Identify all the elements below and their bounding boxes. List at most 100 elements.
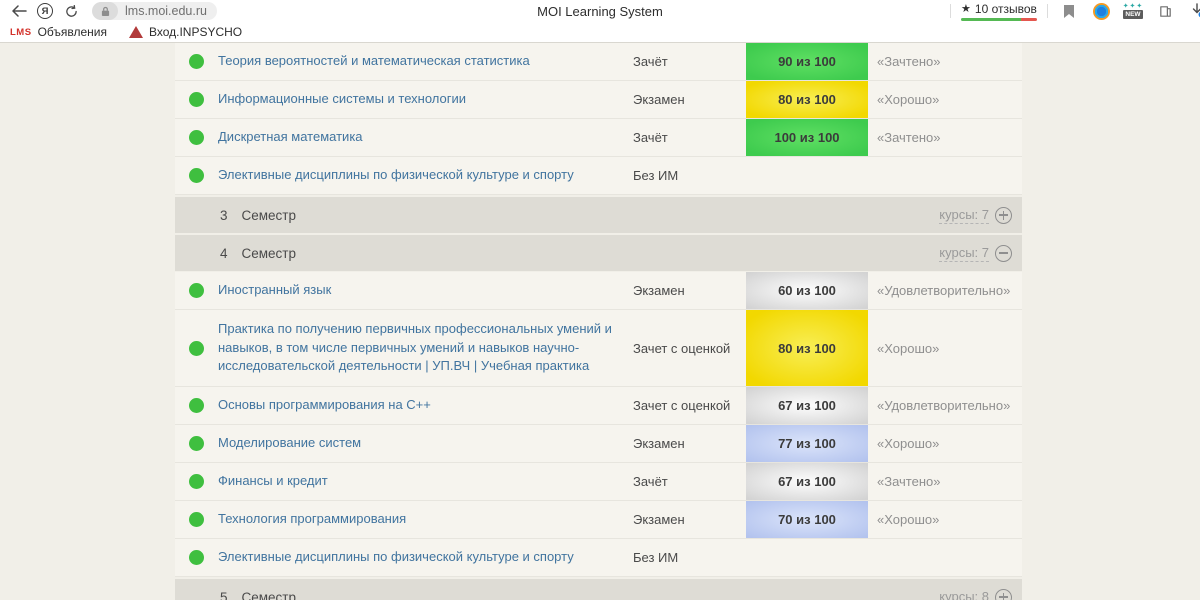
course-row: Дискретная математика Зачёт 100 из 100 «… bbox=[175, 119, 1022, 157]
courses-count-link: курсы: 7 bbox=[939, 244, 989, 262]
exam-type: Зачет с оценкой bbox=[633, 340, 731, 356]
course-link[interactable]: Финансы и кредит bbox=[218, 473, 328, 489]
course-link[interactable]: Элективные дисциплины по физической куль… bbox=[218, 167, 574, 183]
score-cell: 90 из 100 bbox=[746, 43, 868, 80]
course-link[interactable]: Практика по получению первичных професси… bbox=[218, 320, 612, 374]
side-panel-button[interactable] bbox=[1154, 1, 1176, 21]
lms-logo-icon: LMS bbox=[10, 26, 32, 38]
exam-type: Зачет с оценкой bbox=[633, 398, 731, 413]
whats-new-button[interactable]: ✦✦✦ NEW bbox=[1122, 1, 1144, 21]
grade-text: «Зачтено» bbox=[877, 474, 941, 489]
exam-type: Зачёт bbox=[633, 54, 668, 69]
status-dot-icon bbox=[189, 283, 204, 298]
semester-label: Семестр bbox=[241, 207, 297, 223]
semester-number: 3 bbox=[220, 207, 228, 223]
score-cell: 80 из 100 bbox=[746, 310, 868, 386]
grade-text: «Хорошо» bbox=[877, 436, 940, 451]
exam-type: Без ИМ bbox=[633, 550, 679, 565]
course-link[interactable]: Технология программирования bbox=[218, 511, 407, 527]
exam-type: Зачёт bbox=[633, 130, 668, 145]
score-cell bbox=[746, 157, 868, 194]
exam-type: Экзамен bbox=[633, 92, 685, 107]
status-dot-icon bbox=[189, 92, 204, 107]
refresh-button[interactable] bbox=[58, 1, 84, 21]
course-link[interactable]: Основы программирования на C++ bbox=[218, 397, 431, 413]
grades-table: Теория вероятностей и математическая ста… bbox=[175, 43, 1022, 600]
course-row: Элективные дисциплины по физической куль… bbox=[175, 157, 1022, 195]
semester-courses-toggle[interactable]: курсы: 8 bbox=[939, 588, 1012, 600]
score-cell: 67 из 100 bbox=[746, 387, 868, 424]
browser-toolbar: Я lms.moi.edu.ru MOI Learning System ★ 1… bbox=[0, 0, 1200, 22]
semester-label: Семестр bbox=[241, 245, 297, 261]
exam-type: Зачёт bbox=[633, 474, 668, 489]
bookmark-button[interactable] bbox=[1058, 1, 1080, 21]
site-reviews-button[interactable]: ★ 10 отзывов bbox=[961, 2, 1037, 21]
course-row: Элективные дисциплины по физической куль… bbox=[175, 539, 1022, 577]
bookmark-item-announcements[interactable]: LMS Объявления bbox=[10, 25, 107, 39]
expand-icon[interactable] bbox=[995, 588, 1012, 600]
status-dot-icon bbox=[189, 340, 204, 356]
address-bar[interactable]: lms.moi.edu.ru bbox=[92, 2, 217, 20]
course-row: Финансы и кредит Зачёт 67 из 100 «Зачтен… bbox=[175, 463, 1022, 501]
score-cell: 67 из 100 bbox=[746, 463, 868, 500]
bookmarks-bar: LMS Объявления Вход.INPSYCHO bbox=[0, 22, 1200, 43]
url-text: lms.moi.edu.ru bbox=[125, 4, 207, 18]
expand-icon[interactable] bbox=[995, 244, 1012, 262]
semester-row: 3 Семестр курсы: 7 bbox=[175, 197, 1022, 233]
toolbar-divider bbox=[1047, 4, 1048, 18]
rating-bar bbox=[961, 17, 1037, 21]
status-dot-icon bbox=[189, 512, 204, 527]
refresh-icon bbox=[65, 4, 77, 17]
bookmark-label: Вход.INPSYCHO bbox=[148, 25, 243, 39]
bookmark-item-login[interactable]: Вход.INPSYCHO bbox=[128, 25, 243, 39]
grade-text: «Удовлетворительно» bbox=[877, 283, 1011, 298]
course-link[interactable]: Элективные дисциплины по физической куль… bbox=[218, 549, 574, 565]
status-dot-icon bbox=[189, 54, 204, 69]
triangle-logo-icon bbox=[128, 26, 143, 38]
semester-row: 5 Семестр курсы: 8 bbox=[175, 579, 1022, 600]
semester-label: Семестр bbox=[241, 589, 297, 600]
grade-text: «Хорошо» bbox=[877, 512, 940, 527]
exam-type: Экзамен bbox=[633, 283, 685, 298]
grade-text: «Хорошо» bbox=[877, 92, 940, 107]
star-icon: ★ bbox=[961, 3, 971, 15]
course-link[interactable]: Моделирование систем bbox=[218, 435, 362, 451]
status-dot-icon bbox=[189, 130, 204, 145]
semester-row: 4 Семестр курсы: 7 bbox=[175, 235, 1022, 271]
course-row: Иностранный язык Экзамен 60 из 100 «Удов… bbox=[175, 272, 1022, 310]
course-link[interactable]: Дискретная математика bbox=[218, 129, 363, 145]
course-link[interactable]: Теория вероятностей и математическая ста… bbox=[218, 53, 530, 69]
grade-text: «Зачтено» bbox=[877, 130, 941, 145]
grade-text: «Удовлетворительно» bbox=[877, 398, 1011, 413]
toolbar-divider bbox=[950, 4, 951, 18]
page-content: Теория вероятностей и математическая ста… bbox=[0, 43, 1200, 600]
semester-number: 5 bbox=[220, 589, 228, 600]
score-cell: 77 из 100 bbox=[746, 425, 868, 462]
status-dot-icon bbox=[189, 474, 204, 489]
course-link[interactable]: Информационные системы и технологии bbox=[218, 91, 466, 107]
new-badge-icon: ✦✦✦ NEW bbox=[1122, 2, 1144, 19]
semester-courses-toggle[interactable]: курсы: 7 bbox=[939, 206, 1012, 224]
semester-courses-toggle[interactable]: курсы: 7 bbox=[939, 244, 1012, 262]
side-panel-icon bbox=[1159, 5, 1171, 17]
course-row: Основы программирования на C++ Зачет с о… bbox=[175, 387, 1022, 425]
reviews-label: 10 отзывов bbox=[974, 1, 1037, 16]
grade-text: «Хорошо» bbox=[877, 340, 940, 356]
profile-avatar-icon bbox=[1092, 2, 1110, 20]
status-dot-icon bbox=[189, 168, 204, 183]
browser-profile-button[interactable] bbox=[1090, 1, 1112, 21]
browser-chrome: Я lms.moi.edu.ru MOI Learning System ★ 1… bbox=[0, 0, 1200, 43]
yandex-mode-button[interactable]: Я bbox=[32, 1, 58, 21]
score-cell: 70 из 100 bbox=[746, 501, 868, 538]
course-row: Информационные системы и технологии Экза… bbox=[175, 81, 1022, 119]
expand-icon[interactable] bbox=[995, 206, 1012, 224]
score-cell: 100 из 100 bbox=[746, 119, 868, 156]
course-link[interactable]: Иностранный язык bbox=[218, 282, 332, 298]
score-cell bbox=[746, 539, 868, 576]
back-button[interactable] bbox=[6, 1, 32, 21]
courses-count-link: курсы: 7 bbox=[939, 206, 989, 224]
downloads-button[interactable] bbox=[1186, 1, 1200, 21]
score-cell: 80 из 100 bbox=[746, 81, 868, 118]
course-row: Моделирование систем Экзамен 77 из 100 «… bbox=[175, 425, 1022, 463]
status-dot-icon bbox=[189, 550, 204, 565]
